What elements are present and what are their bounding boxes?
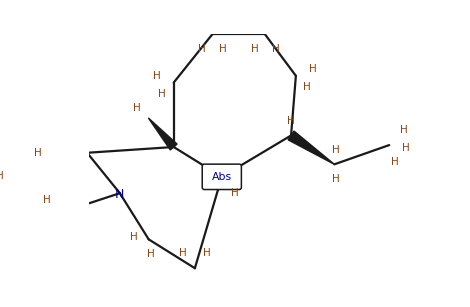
Text: H: H	[331, 174, 339, 184]
Text: H: H	[303, 83, 310, 92]
Text: H: H	[331, 145, 339, 154]
Text: N: N	[115, 188, 125, 201]
Text: H: H	[287, 116, 295, 126]
Text: H: H	[34, 148, 42, 158]
Text: H: H	[133, 103, 141, 113]
Text: Abs: Abs	[212, 172, 232, 182]
Text: H: H	[391, 157, 399, 167]
Text: H: H	[43, 196, 51, 205]
Text: H: H	[219, 44, 227, 54]
Text: H: H	[198, 44, 205, 54]
Text: H: H	[231, 188, 239, 198]
Polygon shape	[288, 131, 334, 164]
Text: H: H	[153, 71, 161, 81]
Text: H: H	[158, 89, 166, 99]
Text: H: H	[180, 248, 187, 258]
Text: H: H	[148, 249, 155, 259]
Text: H: H	[402, 143, 410, 153]
FancyBboxPatch shape	[202, 164, 242, 189]
Text: H: H	[203, 248, 211, 258]
Text: H: H	[0, 171, 4, 181]
Text: H: H	[251, 44, 258, 54]
Text: H: H	[309, 64, 317, 75]
Text: H: H	[272, 44, 280, 54]
Text: H: H	[400, 125, 408, 135]
Polygon shape	[149, 118, 177, 150]
Text: H: H	[130, 232, 138, 242]
